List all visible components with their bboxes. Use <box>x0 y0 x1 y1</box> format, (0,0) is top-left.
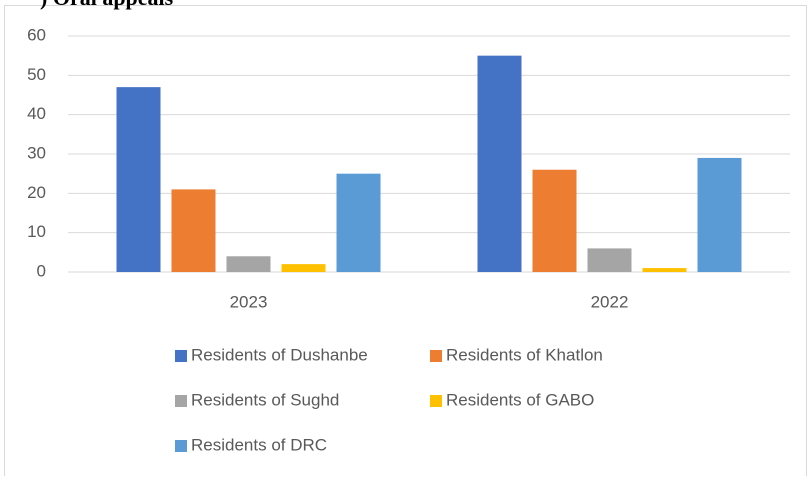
bar <box>642 268 687 272</box>
bar <box>336 173 381 272</box>
y-tick-label: 40 <box>27 104 46 123</box>
bar <box>532 169 577 272</box>
caption: ) Oral appeals <box>40 0 174 10</box>
legend-swatch <box>430 395 442 407</box>
legend-label: Residents of DRC <box>191 435 327 454</box>
bar <box>226 256 271 272</box>
y-tick-label: 60 <box>27 25 46 44</box>
legend-swatch <box>175 395 187 407</box>
x-tick-label: 2023 <box>230 292 268 311</box>
bar <box>697 157 742 272</box>
bar <box>477 55 522 272</box>
y-tick-label: 0 <box>37 261 46 280</box>
legend-swatch <box>175 350 187 362</box>
y-tick-label: 10 <box>27 222 46 241</box>
y-tick-label: 20 <box>27 183 46 202</box>
legend-label: Residents of Khatlon <box>446 345 603 364</box>
bar <box>171 189 216 272</box>
bar <box>281 264 326 272</box>
legend-swatch <box>430 350 442 362</box>
bar <box>116 87 161 272</box>
legend-label: Residents of Dushanbe <box>191 345 368 364</box>
y-tick-label: 30 <box>27 143 46 162</box>
legend-label: Residents of GABO <box>446 390 594 409</box>
y-tick-label: 50 <box>27 65 46 84</box>
x-tick-label: 2022 <box>591 292 629 311</box>
bar <box>587 248 632 272</box>
legend-swatch <box>175 440 187 452</box>
legend-label: Residents of Sughd <box>191 390 339 409</box>
